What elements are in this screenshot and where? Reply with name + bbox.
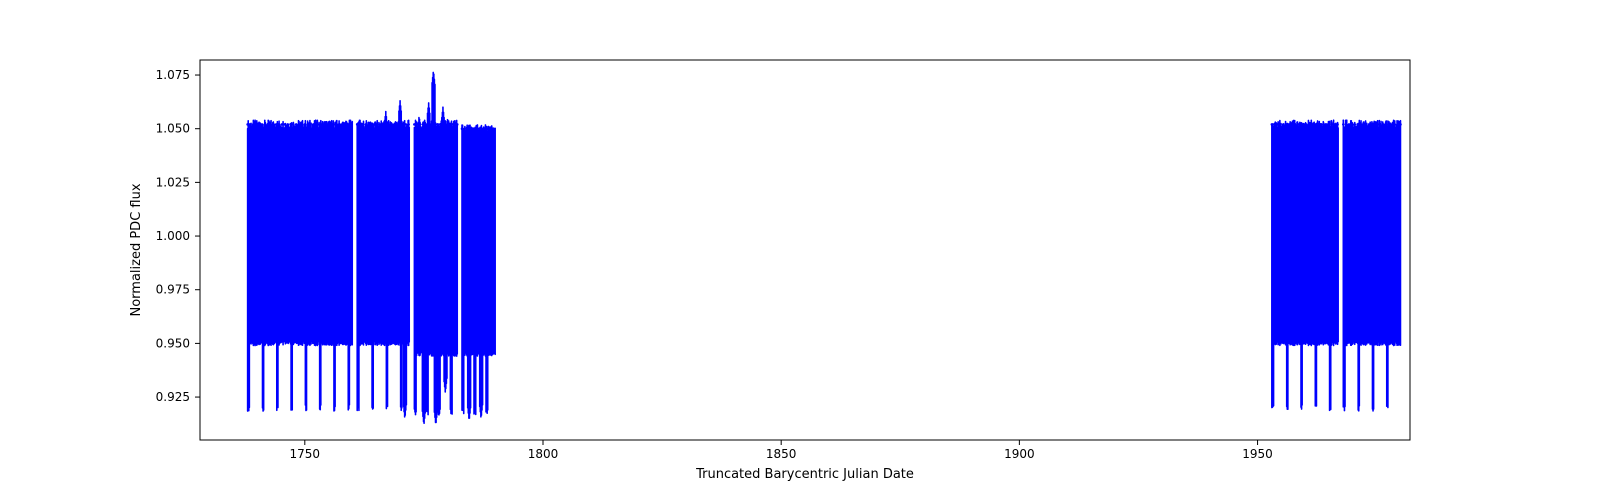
lightcurve-plot: 1750 1800 1850 1900 1950 0.925 0.950 0.975 1.000… <box>0 0 1600 500</box>
y-tick-label: 1.000 <box>156 229 190 243</box>
x-axis-label: Truncated Barycentric Julian Date <box>695 467 914 482</box>
x-tick-label: 1850 <box>766 447 797 461</box>
y-tick-label: 0.975 <box>156 283 190 297</box>
y-tick-label: 1.025 <box>156 175 190 189</box>
x-tick-label: 1800 <box>528 447 559 461</box>
y-tick-label: 1.075 <box>156 68 190 82</box>
data-series <box>246 72 1401 423</box>
chart-container: 1750 1800 1850 1900 1950 0.925 0.950 0.975 1.000… <box>0 0 1600 500</box>
x-tick-label: 1750 <box>290 447 321 461</box>
y-tick-label: 0.950 <box>156 336 190 350</box>
x-tick-label: 1900 <box>1004 447 1035 461</box>
y-axis-label: Normalized PDC flux <box>129 183 144 316</box>
y-tick-label: 0.925 <box>156 390 190 404</box>
y-tick-label: 1.050 <box>156 122 190 136</box>
x-tick-label: 1950 <box>1242 447 1273 461</box>
